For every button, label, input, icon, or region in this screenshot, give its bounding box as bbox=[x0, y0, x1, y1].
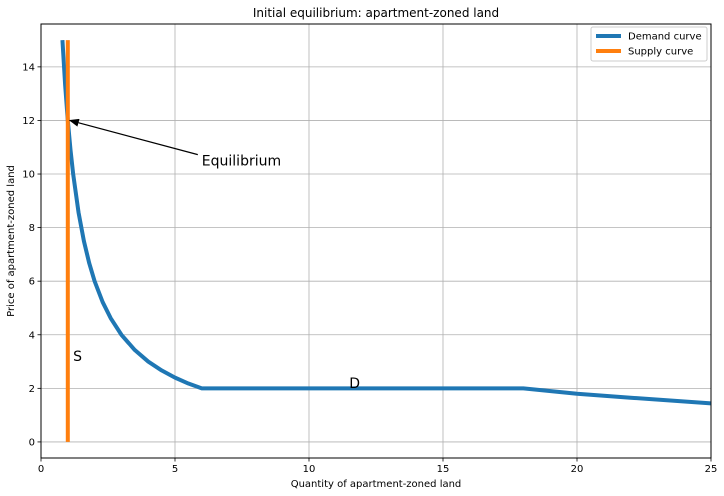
x-axis-label: Quantity of apartment-zoned land bbox=[291, 479, 462, 490]
x-tick-label: 0 bbox=[38, 464, 44, 475]
x-tick-label: 25 bbox=[705, 464, 718, 475]
equilibrium-annotation: Equilibrium bbox=[202, 154, 281, 170]
y-tick-label: 8 bbox=[29, 223, 35, 234]
x-tick-label: 5 bbox=[172, 464, 178, 475]
y-tick-label: 10 bbox=[22, 170, 35, 181]
annotations: Equilibrium S D bbox=[68, 118, 360, 392]
y-tick-label: 2 bbox=[29, 384, 35, 395]
y-tick-label: 14 bbox=[22, 62, 35, 73]
legend: Demand curve Supply curve bbox=[590, 26, 708, 62]
legend-label: Supply curve bbox=[628, 47, 693, 58]
ticks: 0 5 10 15 20 25 0 2 4 6 8 10 12 14 bbox=[22, 62, 717, 475]
s-annotation: S bbox=[73, 349, 82, 365]
plot-frame bbox=[40, 23, 712, 459]
y-tick-label: 0 bbox=[29, 437, 35, 448]
legend-label: Demand curve bbox=[628, 32, 702, 43]
chart-title: Initial equilibrium: apartment-zoned lan… bbox=[253, 6, 499, 20]
x-tick-label: 20 bbox=[571, 464, 584, 475]
x-tick-label: 10 bbox=[303, 464, 316, 475]
series bbox=[60, 39, 712, 442]
y-tick-label: 12 bbox=[22, 116, 35, 127]
x-tick-label: 15 bbox=[437, 464, 450, 475]
d-annotation: D bbox=[349, 376, 360, 392]
equilibrium-arrow bbox=[68, 118, 198, 156]
y-tick-label: 4 bbox=[29, 330, 35, 341]
y-tick-label: 6 bbox=[29, 277, 35, 288]
y-axis-label: Price of apartment-zoned land bbox=[6, 165, 17, 317]
grid bbox=[40, 24, 712, 458]
series-line-demand bbox=[60, 39, 712, 406]
